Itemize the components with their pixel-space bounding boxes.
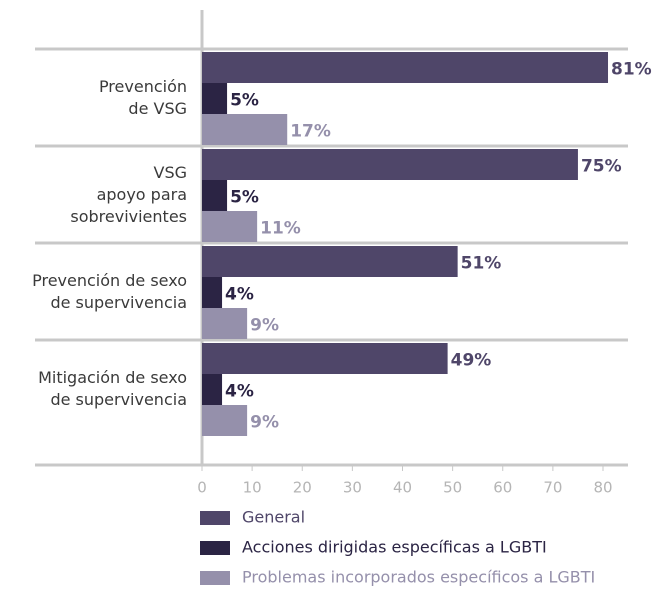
x-tick-label: 20: [293, 479, 312, 497]
value-label: 17%: [290, 122, 331, 142]
x-tick-label: 40: [393, 479, 412, 497]
value-label: 49%: [451, 351, 492, 371]
bar: [202, 308, 248, 339]
category-label: apoyo para: [97, 185, 187, 204]
value-label: 4%: [225, 382, 254, 402]
x-tick-label: 30: [343, 479, 362, 497]
legend-label: General: [242, 508, 305, 527]
bar: [202, 52, 609, 83]
bar: [202, 114, 288, 145]
value-label: 9%: [250, 316, 279, 336]
category-label: de supervivencia: [50, 390, 187, 409]
bar: [202, 149, 578, 180]
value-label: 75%: [581, 157, 622, 177]
legend-swatch: [200, 541, 230, 555]
bar: [202, 83, 228, 114]
value-label: 5%: [230, 188, 259, 208]
value-label: 51%: [461, 254, 502, 274]
legend-label: Problemas incorporados específicos a LGB…: [242, 568, 595, 587]
bar: [202, 343, 448, 374]
value-label: 81%: [611, 60, 652, 80]
legend-swatch: [200, 571, 230, 585]
bar: [202, 246, 458, 277]
bar: [202, 180, 228, 211]
category-label: VSG: [154, 163, 188, 182]
x-tick-label: 80: [593, 479, 612, 497]
category-label: Prevención: [99, 77, 187, 96]
x-tick-label: 50: [443, 479, 462, 497]
bar: [202, 374, 223, 405]
bar: [202, 277, 223, 308]
category-label: Prevención de sexo: [32, 271, 187, 290]
category-label: de VSG: [128, 99, 187, 118]
x-tick-label: 10: [243, 479, 262, 497]
value-label: 4%: [225, 285, 254, 305]
category-label: de supervivencia: [50, 293, 187, 312]
value-label: 11%: [260, 219, 301, 239]
category-label: sobrevivientes: [70, 207, 187, 226]
legend-label: Acciones dirigidas específicas a LGBTI: [242, 538, 547, 557]
x-tick-label: 0: [197, 479, 207, 497]
category-label: Mitigación de sexo: [38, 368, 187, 387]
x-tick-label: 60: [493, 479, 512, 497]
x-tick-label: 70: [543, 479, 562, 497]
bar: [202, 211, 258, 242]
bar: [202, 405, 248, 436]
value-label: 5%: [230, 91, 259, 111]
value-label: 9%: [250, 413, 279, 433]
legend-swatch: [200, 511, 230, 525]
